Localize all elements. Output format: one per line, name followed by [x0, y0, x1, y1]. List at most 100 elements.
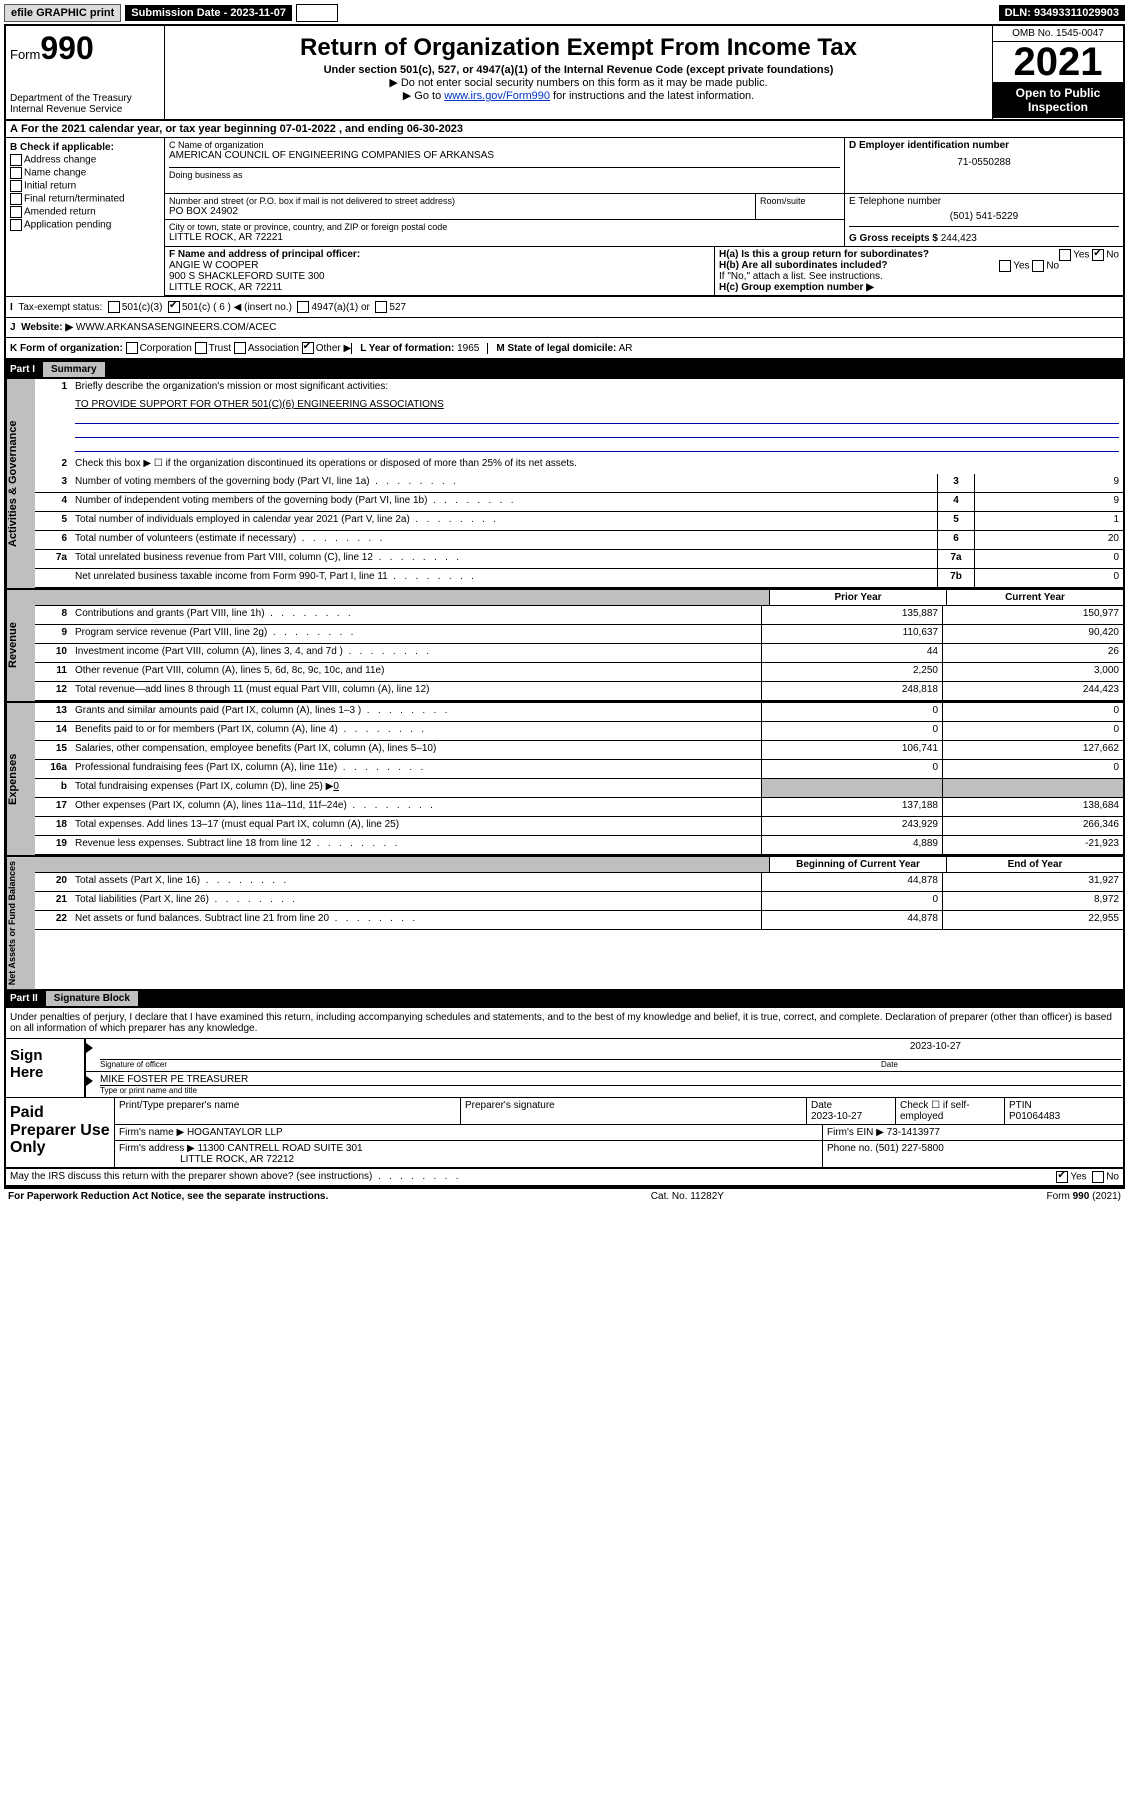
line12-cy: 244,423 [942, 682, 1123, 700]
line20-label: Total assets (Part X, line 16) [71, 873, 761, 891]
line4-value: 9 [974, 493, 1123, 511]
line12-py: 248,818 [761, 682, 942, 700]
revenue-tab: Revenue [6, 590, 35, 701]
city-label: City or town, state or province, country… [169, 222, 840, 232]
line14-py: 0 [761, 722, 942, 740]
preparer-block: Paid Preparer Use Only Print/Type prepar… [6, 1098, 1123, 1169]
website-value: WWW.ARKANSASENGINEERS.COM/ACEC [76, 322, 277, 333]
line12-label: Total revenue—add lines 8 through 11 (mu… [71, 682, 761, 700]
line10-py: 44 [761, 644, 942, 662]
cb-address-change[interactable]: Address change [10, 154, 160, 166]
line6-label: Total number of volunteers (estimate if … [71, 531, 937, 549]
form-instruction-1: ▶ Do not enter social security numbers o… [171, 76, 986, 89]
room-label: Room/suite [755, 194, 844, 219]
line16b-cy [942, 779, 1123, 797]
line14-label: Benefits paid to or for members (Part IX… [71, 722, 761, 740]
line16a-py: 0 [761, 760, 942, 778]
firm-addr1: 11300 CANTRELL ROAD SUITE 301 [198, 1143, 363, 1154]
irs-label: Internal Revenue Service [10, 104, 160, 115]
firm-phone-value: (501) 227-5800 [875, 1143, 943, 1154]
form-year-block: OMB No. 1545-0047 2021 Open to Public In… [992, 26, 1123, 119]
efile-button[interactable]: efile GRAPHIC print [4, 4, 121, 22]
line8-py: 135,887 [761, 606, 942, 624]
firm-name-label: Firm's name ▶ [119, 1127, 184, 1138]
officer-sig-name: MIKE FOSTER PE TREASURER [100, 1074, 1121, 1085]
cb-name-change[interactable]: Name change [10, 167, 160, 179]
line15-label: Salaries, other compensation, employee b… [71, 741, 761, 759]
arrow-icon [86, 1072, 98, 1097]
part1-header: Part I Summary [6, 360, 1123, 379]
street-label: Number and street (or P.O. box if mail i… [169, 196, 751, 206]
line16a-label: Professional fundraising fees (Part IX, … [71, 760, 761, 778]
line21-label: Total liabilities (Part X, line 26) [71, 892, 761, 910]
m-label: M State of legal domicile: [496, 343, 616, 354]
sig-label: Signature of officer [100, 1060, 881, 1069]
form-subtitle: Under section 501(c), 527, or 4947(a)(1)… [171, 64, 986, 76]
gross-receipts-value: 244,423 [941, 233, 977, 244]
firm-ein-label: Firm's EIN ▶ [827, 1127, 884, 1138]
h-b-label: H(b) Are all subordinates included? [719, 260, 888, 271]
prep-date-value: 2023-10-27 [811, 1111, 891, 1122]
firm-addr-label: Firm's address ▶ [119, 1143, 195, 1154]
line13-py: 0 [761, 703, 942, 721]
signature-intro: Under penalties of perjury, I declare th… [6, 1008, 1123, 1039]
cb-amended-return[interactable]: Amended return [10, 206, 160, 218]
line7b-value: 0 [974, 569, 1123, 587]
line10-cy: 26 [942, 644, 1123, 662]
cb-initial-return[interactable]: Initial return [10, 180, 160, 192]
line-a-tax-year: A For the 2021 calendar year, or tax yea… [6, 121, 1123, 138]
website-row: J Website: ▶ WWW.ARKANSASENGINEERS.COM/A… [6, 318, 1123, 338]
begin-year-header: Beginning of Current Year [769, 857, 946, 872]
cb-application-pending[interactable]: Application pending [10, 219, 160, 231]
line8-cy: 150,977 [942, 606, 1123, 624]
form-title-block: Return of Organization Exempt From Incom… [165, 26, 992, 119]
expenses-section: Expenses 13Grants and similar amounts pa… [6, 701, 1123, 855]
l-label: L Year of formation: [360, 343, 454, 354]
org-name-label: C Name of organization [169, 140, 840, 150]
open-inspection-badge: Open to Public Inspection [993, 82, 1123, 118]
sign-here-block: Sign Here 2023-10-27 Signature of officer… [6, 1039, 1123, 1098]
line5-label: Total number of individuals employed in … [71, 512, 937, 530]
line18-label: Total expenses. Add lines 13–17 (must eq… [71, 817, 761, 835]
line8-label: Contributions and grants (Part VIII, lin… [71, 606, 761, 624]
sig-date-label: Date [881, 1060, 1121, 1069]
line22-cy: 22,955 [942, 911, 1123, 929]
irs-link[interactable]: www.irs.gov/Form990 [444, 90, 550, 102]
h-a-label: H(a) Is this a group return for subordin… [719, 249, 929, 260]
part2-header: Part II Signature Block [6, 989, 1123, 1008]
line4-label: Number of independent voting members of … [71, 493, 937, 511]
arrow-icon [86, 1039, 98, 1071]
street-value: PO BOX 24902 [169, 206, 751, 217]
prep-date-label: Date [811, 1100, 891, 1111]
line15-cy: 127,662 [942, 741, 1123, 759]
dba-label: Doing business as [169, 167, 840, 180]
sign-here-label: Sign Here [6, 1039, 84, 1097]
line13-label: Grants and similar amounts paid (Part IX… [71, 703, 761, 721]
revenue-section: Revenue Prior YearCurrent Year 8Contribu… [6, 588, 1123, 701]
line14-cy: 0 [942, 722, 1123, 740]
form-container: Form990 Department of the Treasury Inter… [4, 24, 1125, 1189]
net-assets-tab: Net Assets or Fund Balances [6, 857, 35, 989]
form-id-block: Form990 Department of the Treasury Inter… [6, 26, 165, 119]
line9-cy: 90,420 [942, 625, 1123, 643]
expenses-tab: Expenses [6, 703, 35, 855]
net-assets-section: Net Assets or Fund Balances Beginning of… [6, 855, 1123, 989]
line11-label: Other revenue (Part VIII, column (A), li… [71, 663, 761, 681]
tax-status-row: I Tax-exempt status: 501(c)(3) 501(c) ( … [6, 296, 1123, 318]
ein-value: 71-0550288 [849, 151, 1119, 174]
line17-cy: 138,684 [942, 798, 1123, 816]
prep-selfemp-label: Check ☐ if self-employed [900, 1100, 1000, 1122]
city-value: LITTLE ROCK, AR 72221 [169, 232, 840, 243]
line16a-cy: 0 [942, 760, 1123, 778]
line22-label: Net assets or fund balances. Subtract li… [71, 911, 761, 929]
firm-name-value: HOGANTAYLOR LLP [187, 1127, 283, 1138]
status-label: Tax-exempt status: [18, 302, 102, 313]
line17-py: 137,188 [761, 798, 942, 816]
dln-label: DLN: 93493311029903 [999, 5, 1125, 21]
submission-date-label: Submission Date - 2023-11-07 [125, 5, 292, 21]
sig-date-value: 2023-10-27 [910, 1041, 961, 1052]
cb-final-return[interactable]: Final return/terminated [10, 193, 160, 205]
line21-cy: 8,972 [942, 892, 1123, 910]
line5-value: 1 [974, 512, 1123, 530]
discuss-label: May the IRS discuss this return with the… [10, 1171, 1056, 1183]
